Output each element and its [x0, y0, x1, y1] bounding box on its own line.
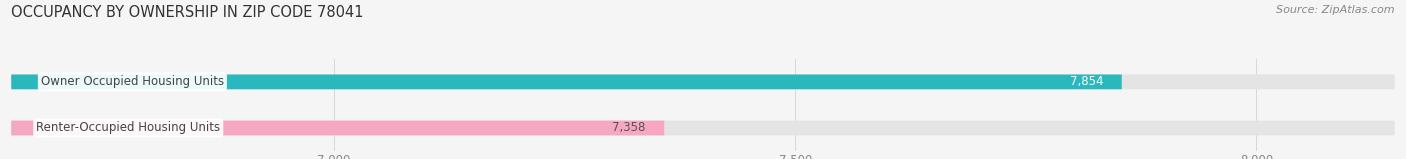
Text: Source: ZipAtlas.com: Source: ZipAtlas.com — [1277, 5, 1395, 15]
Text: OCCUPANCY BY OWNERSHIP IN ZIP CODE 78041: OCCUPANCY BY OWNERSHIP IN ZIP CODE 78041 — [11, 5, 364, 20]
Text: Owner Occupied Housing Units: Owner Occupied Housing Units — [41, 75, 224, 88]
Text: Renter-Occupied Housing Units: Renter-Occupied Housing Units — [37, 121, 221, 135]
Text: 7,854: 7,854 — [1070, 75, 1104, 88]
FancyBboxPatch shape — [11, 75, 1395, 89]
FancyBboxPatch shape — [11, 121, 1395, 135]
Text: 7,358: 7,358 — [613, 121, 645, 135]
FancyBboxPatch shape — [11, 121, 664, 135]
FancyBboxPatch shape — [11, 75, 1122, 89]
